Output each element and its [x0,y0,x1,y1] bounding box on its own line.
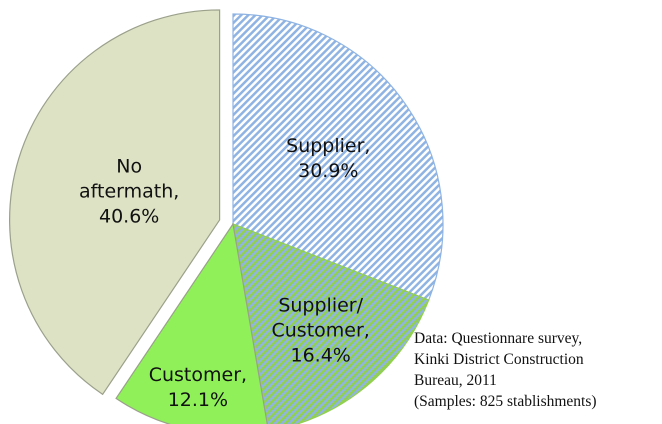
pie-slice [115,222,268,424]
data-label: Supplier, 30.9% [263,134,393,184]
slice-value: 40.6% [99,205,160,228]
pie-slice [9,9,221,396]
slice-name: Customer, [148,364,248,387]
data-label: No aftermath, 40.6% [64,155,194,230]
slice-name: Supplier/ Customer, [271,294,370,342]
slice-value: 16.4% [290,344,351,367]
slice-value: 30.9% [298,159,359,182]
data-label: Supplier/ Customer, 16.4% [256,294,386,369]
slice-value: 12.1% [167,389,229,412]
note-line: Data: Questionnare survey, [414,330,583,347]
pie-slice [232,13,444,301]
note-line: Bureau, 2011 [414,372,497,389]
slice-name: Supplier, [286,134,371,157]
pie-slice [232,223,430,424]
note-line: Kinki District Construction [414,351,584,368]
note-line: (Samples: 825 stablishments) [414,393,597,410]
data-label: Customer, 12.1% [133,363,263,413]
slice-name: No aftermath, [79,155,180,203]
note: Data: Questionnare survey, Kinki District… [414,328,597,412]
